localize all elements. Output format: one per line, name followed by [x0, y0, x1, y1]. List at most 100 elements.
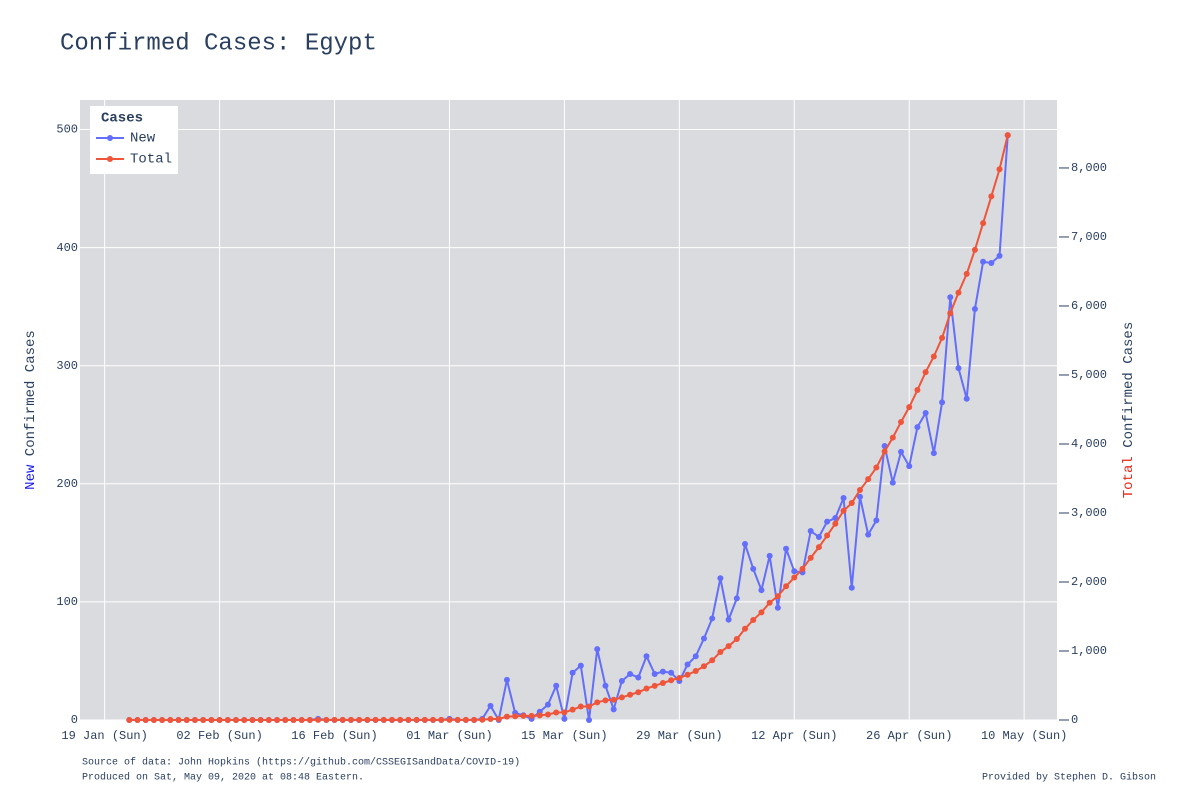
point — [635, 674, 642, 681]
point — [766, 552, 773, 559]
point — [758, 609, 765, 616]
point — [947, 310, 954, 317]
point — [824, 518, 831, 525]
x-tick-label: 19 Jan (Sun) — [61, 729, 147, 743]
point — [208, 717, 215, 723]
point — [224, 717, 231, 723]
point — [577, 703, 584, 710]
point — [487, 702, 494, 709]
point — [610, 696, 617, 703]
point — [544, 701, 551, 708]
x-tick-label: 26 Apr (Sun) — [866, 729, 952, 743]
point — [659, 668, 666, 675]
point — [750, 565, 757, 572]
point — [553, 682, 560, 689]
point — [594, 646, 601, 653]
point — [733, 595, 740, 602]
footnote: Source of data: John Hopkins (https://gi… — [82, 757, 520, 769]
point — [249, 717, 256, 723]
point — [676, 674, 683, 681]
y-tick-label: 100 — [56, 595, 78, 609]
legend-marker — [107, 135, 113, 141]
y-tick-label: 200 — [56, 477, 78, 491]
point — [528, 712, 535, 719]
point — [668, 677, 675, 684]
point — [536, 712, 543, 719]
point — [848, 500, 855, 507]
y2-tick-label: 7,000 — [1071, 230, 1107, 244]
y2-tick-label: 8,000 — [1071, 161, 1107, 175]
point — [651, 670, 658, 677]
x-tick-label: 01 Mar (Sun) — [406, 729, 492, 743]
point — [503, 676, 510, 683]
y2-label-rest: Confirmed Cases — [1121, 322, 1137, 448]
point — [372, 716, 379, 723]
point — [643, 653, 650, 660]
point — [709, 657, 716, 664]
point — [134, 717, 141, 723]
point — [388, 716, 395, 723]
point — [684, 661, 691, 668]
point — [733, 636, 740, 643]
point — [159, 717, 166, 723]
point — [906, 404, 913, 411]
point — [717, 575, 724, 582]
point — [963, 270, 970, 277]
point — [618, 678, 625, 685]
point — [495, 715, 502, 722]
point — [914, 424, 921, 431]
point — [577, 662, 584, 669]
point — [955, 289, 962, 296]
y-tick-label: 0 — [71, 713, 78, 727]
x-tick-label: 02 Feb (Sun) — [176, 729, 262, 743]
y-label-highlight: New — [23, 464, 39, 490]
point — [183, 717, 190, 723]
legend: Cases New Total — [90, 106, 178, 174]
point — [602, 697, 609, 704]
point — [290, 717, 297, 723]
y2-tick-label: 2,000 — [1071, 575, 1107, 589]
point — [265, 717, 272, 723]
point — [889, 434, 896, 441]
point — [561, 709, 568, 716]
point — [980, 220, 987, 227]
point — [774, 604, 781, 611]
point — [216, 717, 223, 723]
legend-box — [90, 106, 178, 174]
grid — [80, 100, 1057, 721]
point — [939, 399, 946, 406]
point — [347, 716, 354, 723]
point — [815, 533, 822, 540]
point — [725, 643, 732, 650]
point — [503, 713, 510, 720]
point — [668, 669, 675, 676]
point — [758, 587, 765, 594]
point — [807, 528, 814, 535]
y2-tick-label: 6,000 — [1071, 299, 1107, 313]
point — [791, 568, 798, 575]
point — [783, 545, 790, 552]
point — [627, 691, 634, 698]
point — [815, 544, 822, 551]
point — [742, 541, 749, 548]
point — [963, 395, 970, 402]
y-tick-label: 400 — [56, 241, 78, 255]
point — [980, 258, 987, 265]
point — [865, 476, 872, 483]
point — [586, 717, 593, 723]
point — [873, 464, 880, 471]
point — [594, 699, 601, 706]
y2-tick-label: 1,000 — [1071, 644, 1107, 658]
point — [126, 717, 133, 723]
point — [274, 717, 281, 723]
point — [356, 716, 363, 723]
point — [421, 716, 428, 723]
point — [569, 706, 576, 713]
point — [315, 716, 322, 723]
point — [971, 306, 978, 313]
point — [487, 715, 494, 722]
y2-axis-label: Total Confirmed Cases — [1121, 322, 1137, 498]
point — [873, 517, 880, 524]
point — [232, 717, 239, 723]
